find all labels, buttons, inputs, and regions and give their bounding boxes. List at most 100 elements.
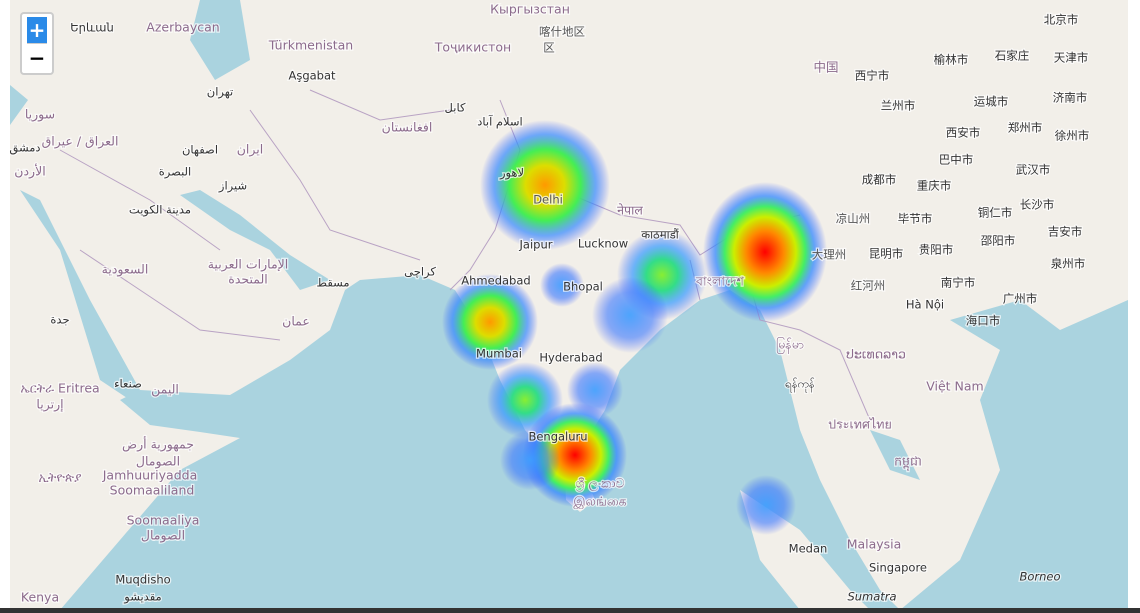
place-label: العراق / عيراق <box>42 134 119 150</box>
place-label: 兰州市 <box>881 99 916 113</box>
place-label: 长沙市 <box>1020 198 1055 212</box>
heat-spot <box>592 277 668 353</box>
place-label: افغانستان <box>382 120 433 135</box>
place-label: 运城市 <box>974 95 1009 109</box>
place-label: မြန်မာ <box>776 336 804 355</box>
heat-spot <box>500 430 560 490</box>
place-label: 天津市 <box>1054 51 1089 65</box>
place-label: 区 <box>543 41 555 55</box>
place-label: 喀什地区 <box>539 25 585 39</box>
place-label: 邵阳市 <box>981 234 1016 248</box>
place-label: Hyderabad <box>539 351 602 365</box>
place-label: 郑州市 <box>1008 121 1043 135</box>
place-label: Bengaluru <box>528 430 587 444</box>
place-label: 海口市 <box>966 314 1001 328</box>
place-label: 贵阳市 <box>919 243 954 257</box>
place-label: இலங்கை <box>573 494 626 510</box>
place-label: 昆明市 <box>869 247 904 261</box>
zoom-in[interactable]: + <box>27 17 47 44</box>
place-label: ประเทศไทย <box>828 417 892 432</box>
place-label: 广州市 <box>1003 292 1038 306</box>
place-label: Medan <box>789 542 828 556</box>
place-label: Việt Nam <box>926 379 984 394</box>
place-label: 榆林市 <box>934 53 969 67</box>
place-label: Soomaaliland <box>110 483 195 498</box>
place-label: ኢትዮጵያ <box>38 470 82 485</box>
place-label: اليمن <box>151 382 179 398</box>
place-label: Hà Nội <box>906 298 944 312</box>
place-label: বাংলাদেশ <box>695 274 744 289</box>
place-label: កម្ពុជា <box>894 454 922 472</box>
place-label: عمان <box>282 314 310 329</box>
place-label: ရန်ကုန် <box>785 377 815 393</box>
place-label: Soomaaliya <box>127 513 200 528</box>
place-label: مقديشو <box>123 590 161 605</box>
place-label: Aşgabat <box>288 69 336 83</box>
place-label: 西宁市 <box>855 69 890 83</box>
place-label: 南宁市 <box>941 276 976 290</box>
place-label: Ahmedabad <box>461 274 530 288</box>
zoom-out[interactable]: − <box>28 46 46 70</box>
place-label: الصومال <box>141 528 185 544</box>
bottom-bar <box>0 608 1140 613</box>
place-label: البصرة <box>159 165 192 180</box>
place-label: 泉州市 <box>1051 257 1086 271</box>
place-label: كابل <box>445 101 466 115</box>
place-label: 徐州市 <box>1055 129 1090 143</box>
place-label: الإمارات العربية <box>208 257 289 273</box>
heat-spot <box>736 475 796 535</box>
place-label: 成都市 <box>862 173 897 187</box>
place-label: إرتريا <box>36 397 63 413</box>
heat-spot <box>442 274 538 370</box>
place-label: دمشق <box>9 141 40 156</box>
right-edge <box>1128 0 1140 608</box>
place-label: 凉山州 <box>836 212 871 226</box>
place-label: لاهور <box>499 166 524 181</box>
place-label: اسلام آباد <box>477 115 523 129</box>
heat-spot <box>480 120 610 250</box>
place-label: ایران <box>237 142 264 158</box>
place-label: الأردن <box>14 164 45 180</box>
place-label: 巴中市 <box>939 153 974 167</box>
place-label: 重庆市 <box>917 179 952 193</box>
place-label: Երևան <box>70 21 114 35</box>
place-label: नेपाल <box>617 203 643 218</box>
place-label: ශ්‍රී ලංකාව <box>576 476 625 492</box>
place-label: Singapore <box>869 561 927 575</box>
place-label: Sumatra <box>847 590 896 604</box>
place-label: السعودية <box>102 262 149 278</box>
place-label: Lucknow <box>578 237 628 251</box>
place-label: 武汉市 <box>1016 163 1051 177</box>
zoom-control: + − <box>20 12 54 75</box>
place-label: 吉安市 <box>1048 225 1083 239</box>
place-label: Delhi <box>533 193 563 207</box>
place-label: Bhopal <box>563 280 603 294</box>
place-label: काठमाडौं <box>641 228 679 242</box>
place-label: سوريا <box>25 107 55 123</box>
place-label: 中国 <box>813 60 838 75</box>
place-label: 铜仁市 <box>978 206 1013 220</box>
place-label: مسقط <box>316 276 349 290</box>
heat-spot <box>703 182 827 322</box>
place-label: صنعاء <box>114 377 142 391</box>
place-label: جمهورية أرض <box>122 436 194 453</box>
place-label: Borneo <box>1019 570 1060 584</box>
place-label: 济南市 <box>1053 91 1088 105</box>
place-label: المتحدة <box>228 272 267 287</box>
place-label: کراچی <box>404 265 436 280</box>
place-label: ປະເທດລາວ <box>846 347 906 362</box>
place-label: Тоҷикистон <box>434 40 511 55</box>
place-label: 大理州 <box>812 248 847 262</box>
place-label: Kenya <box>21 590 59 605</box>
place-label: 红河州 <box>851 279 886 293</box>
place-label: Muqdisho <box>115 573 170 587</box>
place-label: تهران <box>207 85 234 100</box>
place-label: Кыргызстан <box>490 2 570 17</box>
place-label: 西安市 <box>946 126 981 140</box>
place-label: الصومال <box>136 454 180 470</box>
place-label: Malaysia <box>847 537 902 552</box>
place-label: Jaipur <box>519 238 553 252</box>
place-label: Mumbai <box>476 347 522 361</box>
